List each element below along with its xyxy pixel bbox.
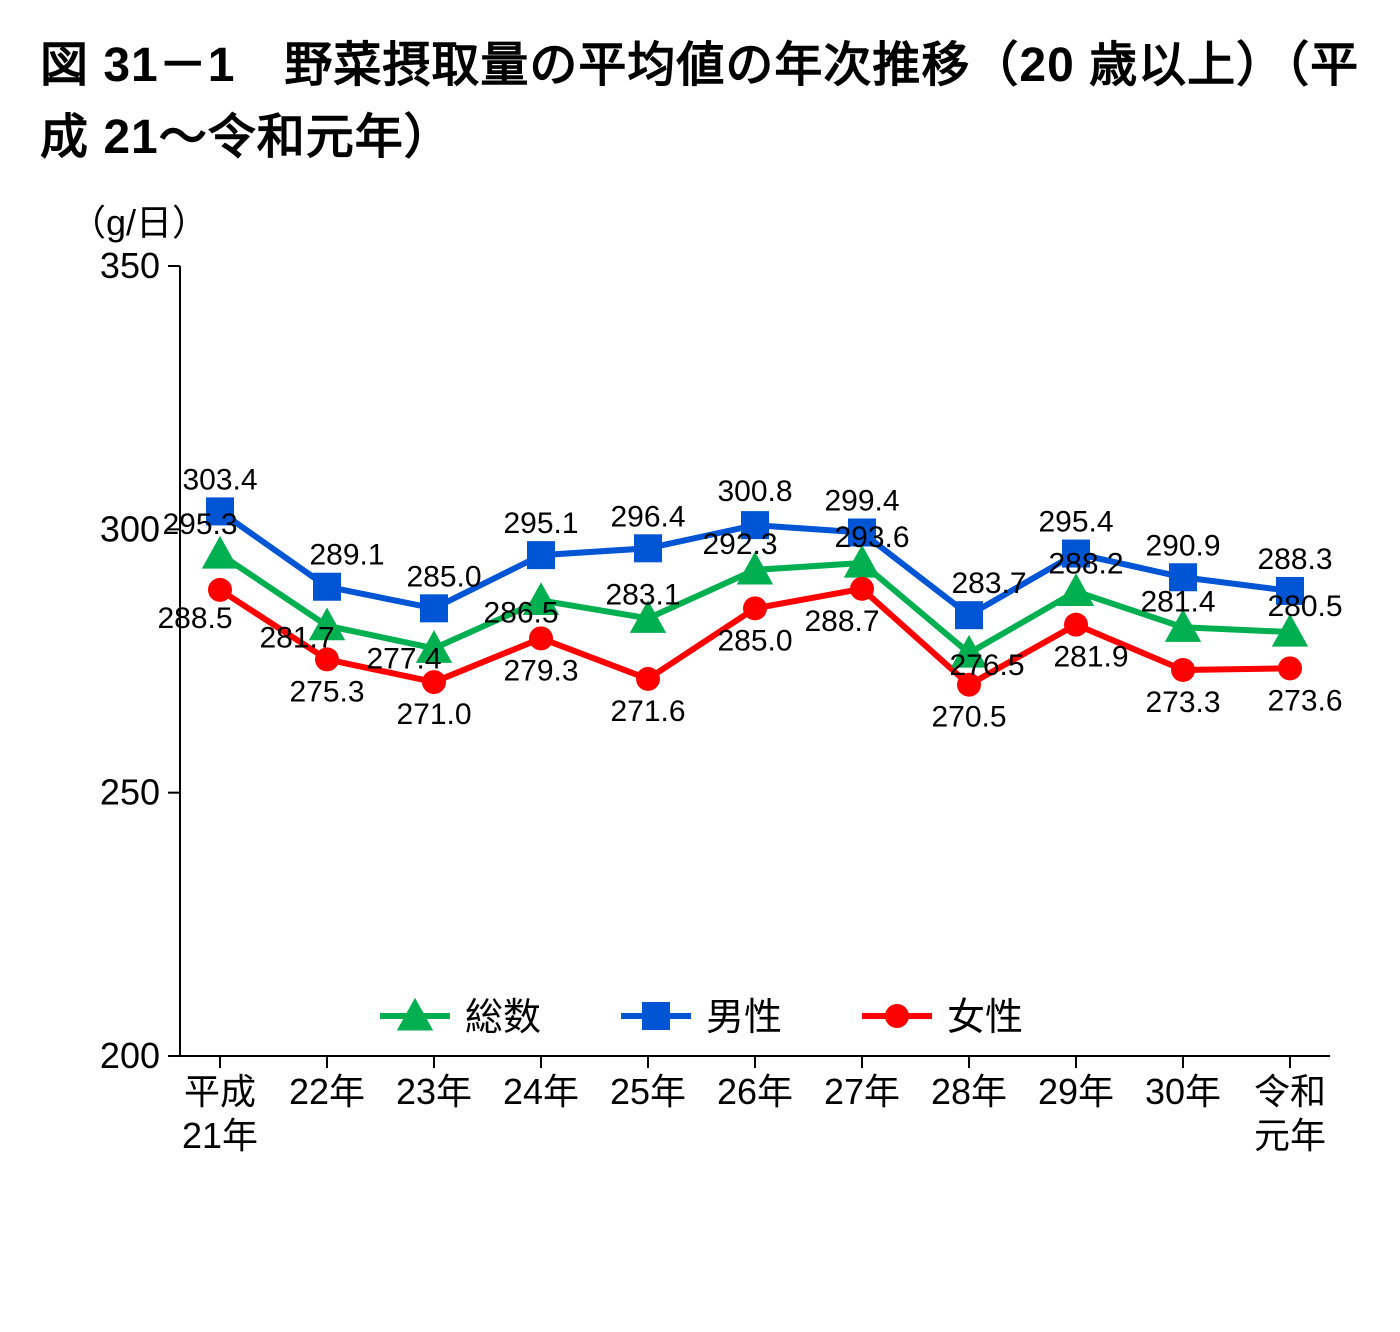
data-label: 292.3	[702, 528, 777, 561]
data-label: 290.9	[1145, 529, 1220, 562]
data-label: 285.0	[406, 560, 481, 593]
data-label: 275.3	[289, 675, 364, 708]
data-label: 281.4	[1140, 585, 1215, 618]
data-label: 293.6	[834, 521, 909, 554]
svg-text:28年: 28年	[931, 1071, 1007, 1112]
data-label: 295.4	[1038, 506, 1113, 539]
legend-label: 男性	[706, 997, 782, 1039]
data-label: 296.4	[610, 500, 685, 533]
svg-text:29年: 29年	[1038, 1071, 1114, 1112]
svg-text:200: 200	[100, 1035, 160, 1076]
data-label: 281.9	[1053, 641, 1128, 674]
data-label: 281.7	[259, 622, 334, 655]
legend-label: 女性	[947, 997, 1023, 1039]
data-label: 295.1	[503, 507, 578, 540]
data-label: 288.5	[157, 602, 232, 635]
svg-text:元年: 元年	[1254, 1115, 1326, 1156]
svg-text:24年: 24年	[503, 1071, 579, 1112]
data-label: 280.5	[1267, 590, 1342, 623]
svg-text:300: 300	[100, 508, 160, 549]
data-label: 295.3	[162, 508, 237, 541]
data-label: 283.7	[951, 567, 1026, 600]
svg-text:22年: 22年	[289, 1071, 365, 1112]
data-label: 300.8	[717, 475, 792, 508]
svg-text:26年: 26年	[717, 1071, 793, 1112]
data-label: 303.4	[182, 463, 257, 496]
svg-text:27年: 27年	[824, 1071, 900, 1112]
svg-text:25年: 25年	[610, 1071, 686, 1112]
svg-text:350: 350	[100, 246, 160, 286]
data-label: 273.6	[1267, 684, 1342, 717]
data-label: 270.5	[931, 701, 1006, 734]
data-label: 286.5	[483, 596, 558, 629]
svg-text:平成: 平成	[184, 1071, 256, 1112]
line-chart: 200 250 300 350 平成21年 22年 23年 24年 25年 26年 27年 28年 29…	[80, 246, 1360, 1266]
data-label: 276.5	[949, 649, 1024, 682]
svg-text:令和: 令和	[1254, 1071, 1326, 1112]
data-label: 273.3	[1145, 686, 1220, 719]
data-label: 279.3	[503, 654, 578, 687]
svg-text:21年: 21年	[182, 1115, 258, 1156]
chart-title: 図 31－1 野菜摂取量の平均値の年次推移（20 歳以上）（平成 21～令和元年…	[40, 30, 1360, 174]
svg-text:30年: 30年	[1145, 1071, 1221, 1112]
legend-label: 総数	[465, 997, 541, 1039]
svg-text:250: 250	[100, 772, 160, 813]
data-label: 271.6	[610, 695, 685, 728]
y-axis-unit: （g/日）	[70, 194, 1360, 246]
data-label: 288.3	[1257, 543, 1332, 576]
data-label: 289.1	[309, 539, 384, 572]
data-label: 285.0	[717, 624, 792, 657]
data-label: 288.2	[1048, 547, 1123, 580]
data-label: 277.4	[366, 642, 441, 675]
data-label: 299.4	[824, 484, 899, 517]
data-label: 283.1	[605, 578, 680, 611]
svg-text:23年: 23年	[396, 1071, 472, 1112]
data-label: 271.0	[396, 698, 471, 731]
data-label: 288.7	[804, 605, 879, 638]
